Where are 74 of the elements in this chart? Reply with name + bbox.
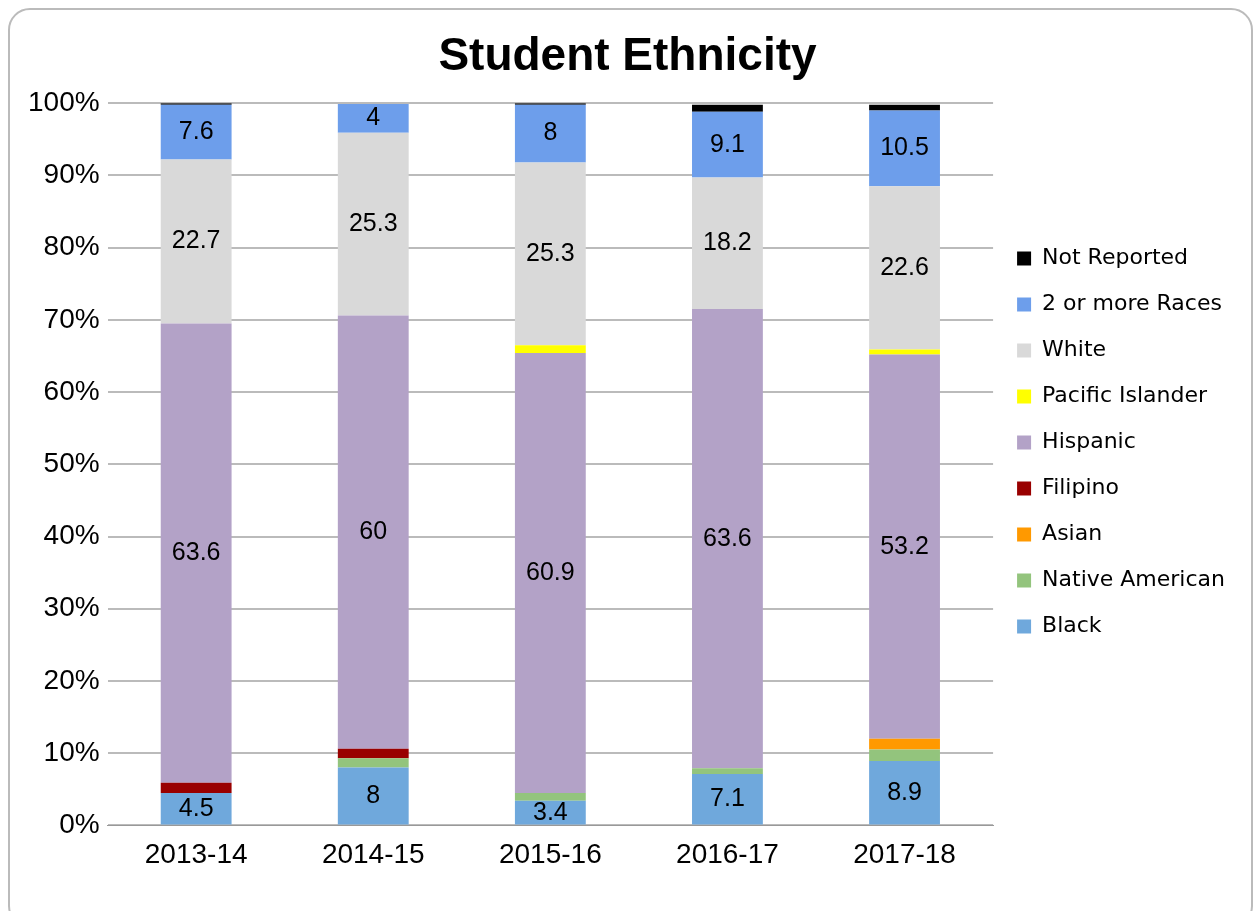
x-tick-label: 2016-17 [676,837,779,869]
data-label: 8.9 [887,776,922,805]
data-label: 4 [366,102,381,131]
data-label: 22.7 [171,225,221,254]
y-tick-label: 90% [43,158,100,190]
data-label: 63.6 [703,522,752,551]
data-label: 25.3 [526,237,575,266]
bar [869,738,940,750]
legend-label: Hispanic [1042,428,1136,454]
data-label: 7.1 [710,783,745,812]
bar [160,159,232,324]
bar [337,758,409,768]
data-label: 63.6 [171,537,221,566]
bar [692,177,763,310]
data-label: 60.9 [526,556,575,585]
bar [514,792,586,801]
y-tick-label: 50% [43,447,100,479]
data-label: 3.4 [532,796,568,825]
bar [692,309,763,769]
data-label: 25.3 [348,208,398,237]
x-tick-label: 2015-16 [498,837,602,869]
bar [692,104,763,112]
data-label: 7.6 [178,115,214,144]
bar [869,110,940,187]
legend-label: Black [1042,612,1102,638]
data-label: 8 [543,117,558,146]
x-tick-label: 2017-18 [853,837,956,869]
y-tick-label: 40% [43,519,100,551]
x-tick-label: 2014-15 [321,837,425,869]
legend-label: Not Reported [1042,244,1189,270]
y-tick-label: 60% [43,374,100,406]
bar [869,349,940,355]
bar [514,104,586,163]
y-tick-label: 20% [43,663,100,695]
bar [160,323,232,783]
bar [514,162,586,346]
y-tick-label: 70% [43,302,100,334]
bar [514,345,586,354]
x-tick-label: 2013-14 [144,837,248,869]
y-tick-label: 0% [59,808,100,840]
bar [337,132,409,316]
data-label: 18.2 [703,227,752,256]
bar [514,353,586,793]
bar [869,186,940,350]
legend-label: Filipino [1042,474,1119,500]
data-label: 4.5 [178,792,214,821]
legend-label: Asian [1042,520,1103,546]
data-label: 60 [359,516,388,545]
bar [160,104,232,160]
y-tick-label: 80% [43,230,100,262]
data-label: 10.5 [880,132,929,161]
bar [692,768,763,775]
legend-label: 2 or more Races [1042,290,1222,316]
bar [337,315,409,749]
bar [869,354,940,739]
data-label: 22.6 [880,251,929,280]
legend-label: Native American [1042,566,1225,592]
y-tick-label: 30% [43,591,100,623]
y-tick-label: 100% [27,85,100,117]
bar [869,761,940,825]
bar [160,782,232,793]
bar [692,111,763,178]
y-tick-label: 10% [43,735,100,767]
bar [869,749,940,762]
bar [337,748,409,759]
data-label: 53.2 [880,530,929,559]
legend-label: White [1042,336,1107,362]
bar [337,103,409,133]
bar [337,767,409,825]
data-label: 8 [366,779,381,808]
legend-label: Pacific Islander [1042,382,1208,408]
data-label: 9.1 [710,128,745,157]
chart-title: Student Ethnicity [438,28,818,81]
bar [692,774,763,825]
